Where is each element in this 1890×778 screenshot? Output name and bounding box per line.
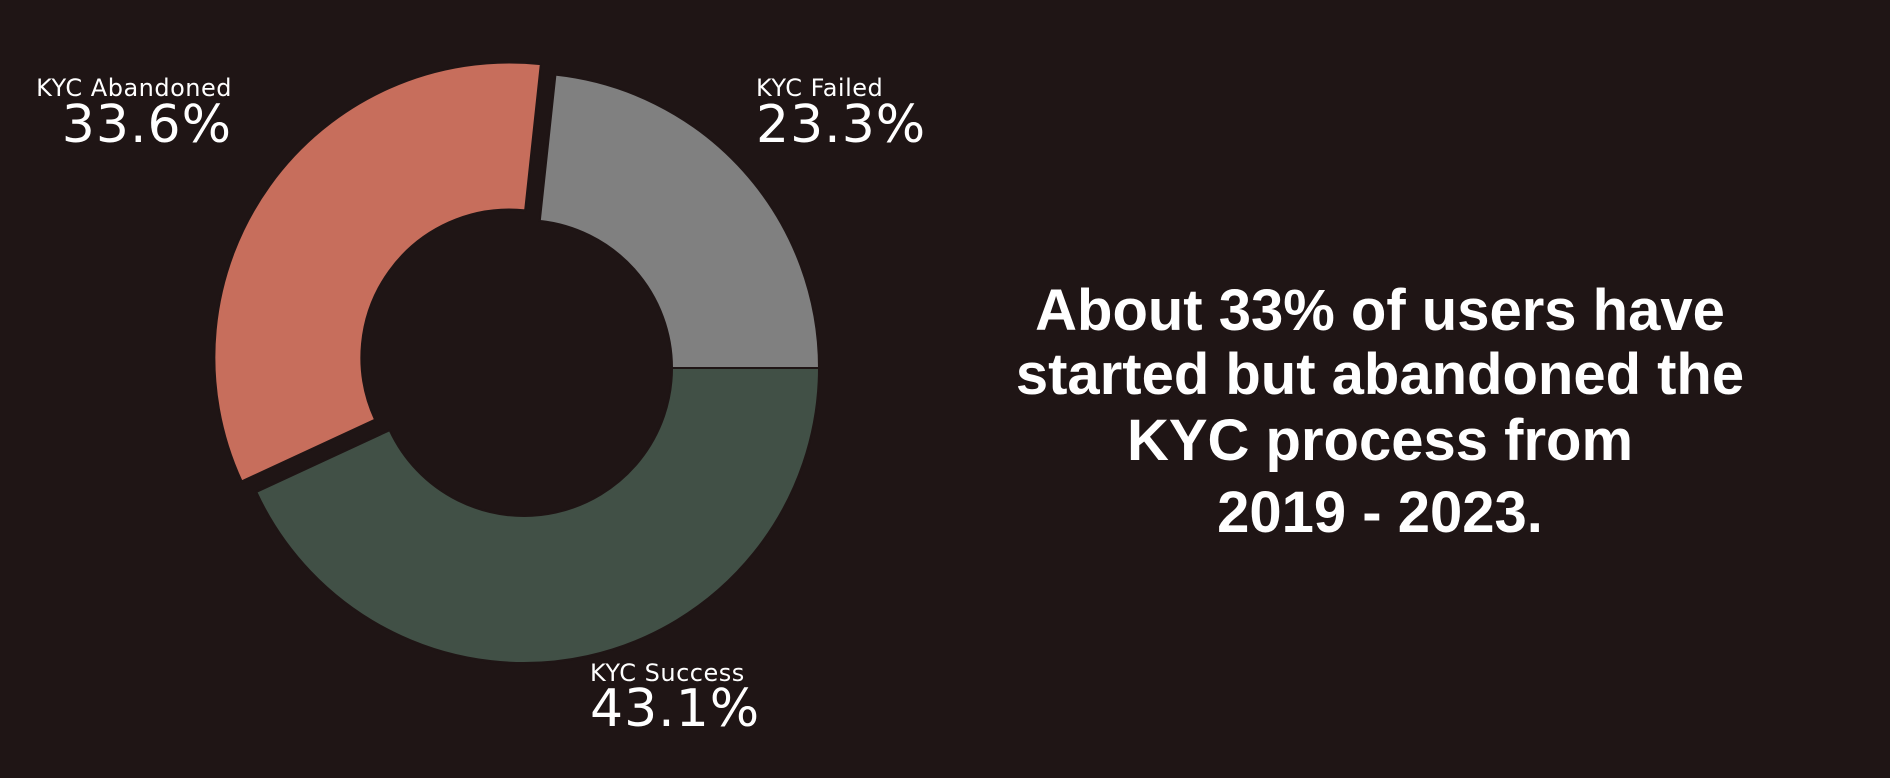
- slice-category-label: KYC Failed: [756, 74, 883, 102]
- annotation-line: started but abandoned the: [1016, 342, 1744, 407]
- annotation-line: 2019 - 2023.: [1217, 480, 1543, 545]
- donut-slice: [538, 73, 821, 369]
- donut-slice: [254, 367, 821, 664]
- annotation-line: KYC process from: [1127, 408, 1633, 473]
- slice-category-label: KYC Success: [590, 659, 745, 687]
- slice-value-label: 23.3%: [756, 95, 926, 155]
- slice-value-label: 33.6%: [62, 95, 232, 155]
- annotation-line: About 33% of users have: [1035, 278, 1725, 343]
- slice-category-label: KYC Abandoned: [36, 74, 232, 102]
- donut-slice: [213, 61, 542, 483]
- slice-value-label: 43.1%: [590, 679, 760, 739]
